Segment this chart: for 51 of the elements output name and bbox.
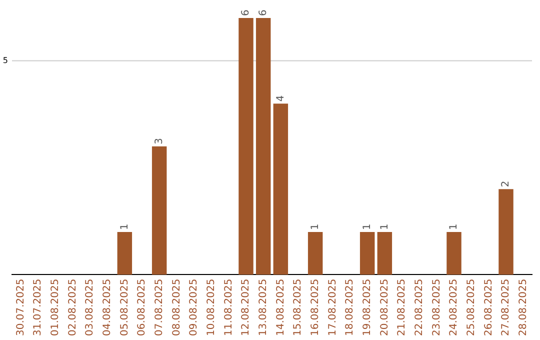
x-tick-label: 17.08.2025	[327, 278, 338, 336]
bar	[498, 189, 514, 275]
data-label: 1	[310, 224, 321, 230]
x-tick-label: 06.08.2025	[136, 278, 148, 336]
x-tick-label: 16.08.2025	[310, 278, 321, 336]
bar	[117, 232, 132, 275]
data-label: 2	[500, 180, 512, 188]
bar	[446, 232, 462, 275]
bar	[360, 232, 375, 275]
bar	[238, 18, 254, 275]
x-tick-label: 15.08.2025	[292, 278, 304, 336]
x-tick-label: 28.08.2025	[518, 278, 529, 336]
x-tick-label: 27.08.2025	[500, 278, 512, 336]
x-tick-label: 03.08.2025	[84, 278, 96, 336]
x-tick-label: 13.08.2025	[258, 278, 269, 336]
data-label: 1	[119, 224, 130, 230]
data-label: 1	[448, 224, 460, 230]
x-tick-label: 19.08.2025	[362, 278, 373, 336]
x-tick-label: 26.08.2025	[483, 278, 494, 336]
data-label: 3	[154, 138, 165, 144]
x-tick-label: 07.08.2025	[154, 278, 165, 336]
ref-line-label: 5	[2, 56, 8, 65]
x-tick-label: 24.08.2025	[448, 278, 460, 336]
x-tick-label: 10.08.2025	[206, 278, 217, 336]
x-tick-label: 11.08.2025	[223, 278, 234, 336]
x-tick-label: 30.07.2025	[15, 278, 26, 336]
bar	[152, 146, 167, 275]
data-label: 1	[362, 224, 373, 230]
data-label: 6	[258, 10, 269, 16]
bar	[308, 232, 323, 275]
bar	[256, 18, 271, 275]
x-tick-label: 02.08.2025	[67, 278, 78, 336]
x-tick-label: 21.08.2025	[396, 278, 408, 336]
x-tick-label: 18.08.2025	[344, 278, 356, 336]
x-tick-label: 08.08.2025	[171, 278, 182, 336]
x-tick-label: 22.08.2025	[414, 278, 425, 336]
data-label: 6	[240, 10, 252, 16]
x-tick-label: 25.08.2025	[466, 278, 477, 336]
x-tick-label: 23.08.2025	[431, 278, 442, 336]
x-tick-label: 31.07.2025	[32, 278, 44, 336]
x-tick-label: 12.08.2025	[240, 278, 252, 336]
x-tick-label: 04.08.2025	[102, 278, 113, 336]
x-tick-label: 14.08.2025	[275, 278, 286, 336]
data-label: 4	[275, 95, 286, 102]
x-tick-label: 05.08.2025	[119, 278, 130, 336]
bar	[377, 232, 392, 275]
x-tick-label: 01.08.2025	[50, 278, 61, 336]
x-tick-label: 09.08.2025	[188, 278, 200, 336]
x-tick-label: 20.08.2025	[379, 278, 390, 336]
bar	[273, 104, 288, 275]
data-label: 1	[379, 224, 390, 230]
